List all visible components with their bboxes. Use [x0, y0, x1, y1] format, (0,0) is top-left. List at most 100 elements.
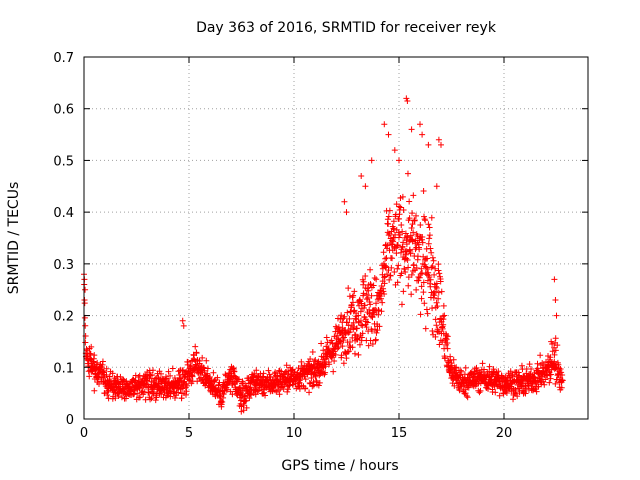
data-point: [169, 365, 176, 372]
data-point: [435, 261, 442, 268]
data-point: [456, 387, 463, 394]
data-point: [399, 243, 406, 250]
data-point: [396, 157, 402, 164]
data-point: [203, 357, 210, 364]
data-point: [362, 273, 369, 280]
data-point: [334, 332, 341, 339]
data-point: [109, 370, 116, 377]
data-point: [552, 380, 559, 387]
data-point: [386, 207, 393, 214]
data-point: [408, 126, 415, 133]
data-point: [220, 390, 227, 397]
data-point: [408, 224, 415, 231]
data-point: [380, 288, 387, 295]
data-point: [476, 389, 483, 396]
data-point: [261, 389, 268, 396]
data-point: [214, 374, 221, 381]
data-point: [219, 398, 226, 405]
data-point: [382, 264, 389, 271]
data-point: [310, 382, 317, 389]
data-point: [439, 339, 446, 346]
data-point: [201, 364, 208, 371]
data-point: [343, 209, 350, 216]
data-point: [240, 402, 247, 409]
data-point: [207, 374, 213, 381]
data-point: [431, 271, 438, 278]
data-point: [243, 397, 250, 404]
data-point: [514, 393, 521, 400]
data-point: [240, 407, 247, 414]
data-point: [360, 278, 367, 285]
data-point: [373, 276, 380, 283]
data-point: [403, 95, 410, 102]
data-point: [438, 141, 444, 148]
y-tick-label: 0.4: [53, 206, 74, 221]
data-point: [547, 371, 554, 378]
data-point: [552, 335, 559, 342]
data-point: [349, 294, 356, 301]
data-point: [103, 365, 110, 372]
data-point: [503, 389, 510, 396]
data-point: [408, 291, 415, 298]
data-point: [346, 293, 353, 300]
data-point: [347, 325, 354, 332]
data-point: [379, 265, 386, 272]
data-point: [465, 384, 472, 391]
data-point: [418, 265, 425, 272]
data-point: [360, 290, 367, 297]
data-points: [81, 95, 566, 415]
data-point: [422, 217, 429, 224]
data-point: [429, 328, 436, 335]
data-point: [323, 334, 330, 341]
data-point: [462, 390, 469, 397]
data-point: [552, 297, 559, 304]
data-point: [439, 325, 446, 332]
data-point: [443, 336, 450, 343]
x-tick-label: 20: [496, 426, 513, 441]
data-point: [432, 316, 439, 323]
data-point: [386, 276, 393, 283]
data-point: [429, 254, 436, 261]
data-point: [385, 131, 392, 138]
data-point: [330, 368, 337, 375]
data-point: [410, 229, 417, 236]
data-point: [472, 370, 479, 377]
data-point: [91, 387, 98, 394]
data-point: [426, 232, 433, 239]
data-point: [413, 286, 420, 293]
data-point: [439, 324, 446, 331]
data-point: [496, 392, 503, 399]
data-point: [253, 367, 260, 374]
data-point: [522, 385, 529, 392]
data-point: [359, 322, 366, 329]
data-point: [341, 313, 348, 320]
data-point: [358, 321, 365, 328]
data-point: [424, 310, 431, 317]
plot-frame: [83, 56, 589, 420]
data-point: [404, 170, 411, 177]
data-point: [384, 229, 391, 236]
data-point: [519, 380, 526, 387]
data-point: [367, 301, 374, 308]
data-point: [389, 255, 396, 262]
data-point: [343, 355, 350, 362]
data-point: [335, 344, 342, 351]
data-point: [431, 292, 438, 299]
data-point: [413, 212, 420, 219]
data-point: [344, 348, 351, 355]
data-point: [184, 358, 191, 365]
data-point: [330, 348, 337, 355]
data-point: [383, 263, 390, 270]
data-point: [355, 312, 362, 319]
data-point: [90, 355, 97, 362]
data-point: [554, 342, 561, 349]
data-point: [486, 363, 493, 370]
data-point: [426, 224, 433, 231]
x-tick-label: 0: [80, 426, 88, 441]
data-point: [387, 272, 394, 279]
data-point: [362, 183, 369, 190]
data-point: [350, 292, 357, 299]
data-point: [424, 255, 431, 262]
data-point: [415, 277, 422, 284]
